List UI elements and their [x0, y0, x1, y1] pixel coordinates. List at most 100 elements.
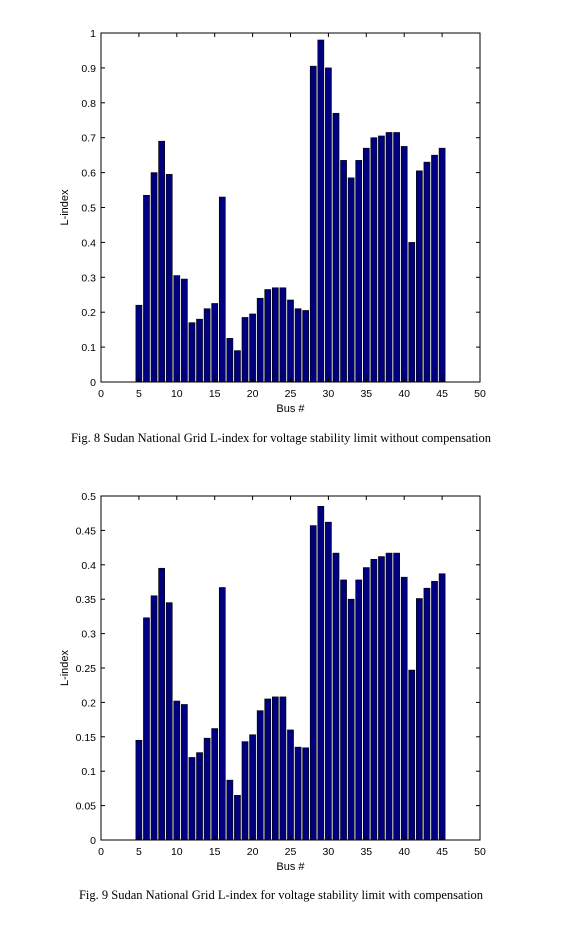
fig8-bar-bus-41 [408, 242, 416, 383]
fig8-bar-bus-22 [264, 289, 272, 383]
fig9-y-tick-label: 0.25 [76, 663, 97, 675]
fig9-bar-bus-42 [416, 598, 423, 841]
chart-fig8: 0 5 10 15 20 25 30 35 40 45 50 0 0.1 0.2 0.3 0.4 0.5 0.6… [59, 28, 492, 445]
fig9-bar-bus-10 [173, 700, 181, 841]
fig9-y-tick-label: 0.15 [76, 732, 97, 744]
fig8-bar-bus-16 [218, 196, 226, 383]
fig8-bar-bus-45 [438, 147, 446, 383]
fig8-bar-bus-29 [317, 39, 325, 383]
fig8-bar-bus-31 [332, 112, 340, 383]
fig8-bar-bus-26 [294, 308, 302, 383]
fig8-bar-bus-20 [249, 313, 256, 383]
fig9-bar-bus-23 [272, 696, 279, 841]
fig9-bar-bus-37 [378, 556, 385, 841]
fig8-bar-bus-6 [143, 194, 150, 383]
fig8-bar-bus-42 [416, 170, 423, 383]
fig9-bar-bus-7 [150, 595, 158, 841]
fig9-x-tick-label: 0 [98, 846, 104, 858]
fig8-x-tick-label: 0 [98, 388, 104, 400]
fig9-bar-bus-25 [287, 729, 294, 841]
fig9-bar-bus-17 [226, 779, 234, 841]
fig8-bar-bus-36 [370, 137, 378, 383]
fig8-x-tick-label: 45 [436, 388, 448, 400]
fig8-bar-bus-9 [165, 174, 173, 383]
fig9-bar-bus-28 [309, 525, 317, 841]
fig9-bar-bus-26 [294, 746, 302, 841]
fig9-bar-bus-24 [279, 696, 287, 841]
fig8-y-tick-label: 0.2 [81, 307, 96, 319]
fig9-bar-bus-45 [438, 573, 446, 841]
fig8-x-tick-label: 30 [323, 388, 335, 400]
fig8-x-tick-label: 25 [285, 388, 297, 400]
fig9-bar-bus-12 [188, 757, 196, 841]
fig9-y-tick-label: 0.1 [81, 766, 96, 778]
fig8-x-tick-label: 15 [209, 388, 221, 400]
fig9-y-tick-label: 0 [90, 835, 96, 847]
fig9-bar-bus-40 [400, 576, 408, 841]
fig9-bar-bus-38 [385, 552, 393, 841]
fig9-bar-bus-22 [264, 698, 272, 841]
fig9-bar-bus-33 [347, 598, 355, 841]
fig8-x-tick-label: 35 [360, 388, 372, 400]
fig9-bar-bus-43 [423, 587, 431, 841]
fig9-bar-bus-32 [340, 579, 347, 841]
fig8-bar-bus-44 [431, 154, 438, 383]
fig8-bar-bus-40 [400, 146, 408, 383]
fig8-bar-bus-37 [378, 135, 385, 383]
fig8-bar-bus-19 [241, 317, 249, 383]
fig9-bar-bus-13 [196, 752, 203, 841]
fig8-y-tick-label: 0.9 [81, 63, 96, 75]
fig9-bar-bus-9 [165, 602, 173, 841]
fig9-bar-bus-21 [256, 710, 264, 841]
fig9-bar-bus-29 [317, 506, 325, 841]
fig8-y-tick-label: 0.7 [81, 133, 96, 145]
fig9-bar-bus-15 [211, 728, 219, 841]
fig8-bar-bus-5 [135, 304, 143, 383]
fig8-bar-bus-28 [309, 65, 317, 383]
fig9-x-tick-label: 40 [398, 846, 410, 858]
chart-fig9: 0 5 10 15 20 25 30 35 40 45 50 0 0.05 0.1 0.15 0.2 0.25… [59, 491, 486, 902]
fig8-y-tick-label: 0.3 [81, 272, 96, 284]
fig9-y-tick-label: 0.35 [76, 594, 97, 606]
fig8-x-tick-label: 5 [136, 388, 142, 400]
fig9-bar-bus-44 [431, 581, 438, 841]
fig8-x-tick-label: 20 [247, 388, 259, 400]
fig9-bar-bus-20 [249, 734, 256, 841]
fig8-bars [135, 39, 446, 383]
fig9-x-tick-label: 35 [360, 846, 372, 858]
fig8-y-tick-label: 0.1 [81, 342, 96, 354]
fig9-bar-bus-18 [234, 794, 241, 841]
fig8-bar-bus-23 [272, 287, 279, 383]
fig9-y-tick-label: 0.05 [76, 801, 97, 813]
fig8-y-tick-label: 0.6 [81, 168, 96, 180]
fig9-x-axis-label: Bus # [276, 861, 305, 873]
fig8-y-tick-label: 0.4 [81, 237, 96, 249]
fig8-bar-bus-7 [150, 172, 158, 383]
fig8-x-tick-label: 50 [474, 388, 486, 400]
fig8-bar-bus-21 [256, 297, 264, 383]
fig8-bar-bus-12 [188, 322, 196, 383]
fig8-bar-bus-8 [158, 140, 165, 383]
fig8-y-tick-label: 0 [90, 377, 96, 389]
fig8-bar-bus-15 [211, 303, 219, 383]
fig9-bar-bus-8 [158, 567, 165, 841]
fig8-bar-bus-27 [302, 310, 309, 383]
fig9-bar-bus-31 [332, 552, 340, 841]
fig8-bar-bus-24 [279, 287, 287, 383]
fig8-bar-bus-17 [226, 338, 234, 383]
fig8-bar-bus-33 [347, 177, 355, 383]
fig9-bar-bus-19 [241, 741, 249, 841]
fig9-x-tick-label: 50 [474, 846, 486, 858]
fig9-bars [135, 506, 446, 841]
fig8-bar-bus-34 [355, 160, 363, 383]
fig8-x-ticks: 0 5 10 15 20 25 30 35 40 45 50 [98, 33, 486, 400]
fig9-y-tick-label: 0.4 [81, 560, 96, 572]
fig9-x-tick-label: 25 [285, 846, 297, 858]
fig9-x-tick-label: 20 [247, 846, 259, 858]
fig8-bar-bus-39 [393, 132, 400, 383]
fig9-x-tick-label: 10 [171, 846, 183, 858]
fig8-y-tick-label: 0.8 [81, 98, 96, 110]
fig9-bar-bus-16 [218, 587, 226, 841]
fig8-bar-bus-25 [287, 299, 294, 383]
fig8-y-axis-label: L-index [59, 189, 71, 226]
